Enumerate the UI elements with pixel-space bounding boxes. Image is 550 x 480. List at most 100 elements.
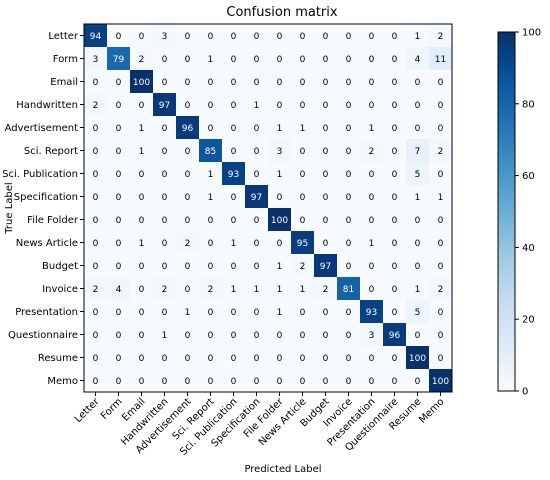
- heatmap-cell: [429, 231, 452, 254]
- colorbar-tick-label: 80: [522, 99, 535, 110]
- cell-value-label: 0: [231, 78, 237, 88]
- cell-value-label: 0: [277, 32, 283, 42]
- cell-value-label: 1: [231, 239, 237, 249]
- cell-value-label: 1: [277, 170, 283, 180]
- heatmap-cell: [199, 116, 222, 139]
- heatmap-cell: [268, 277, 291, 300]
- heatmap-cell: [314, 254, 337, 277]
- cell-value-label: 2: [300, 262, 306, 272]
- cell-value-label: 0: [231, 101, 237, 111]
- cell-value-label: 0: [277, 101, 283, 111]
- y-tick-label: Advertisement: [5, 123, 78, 134]
- cell-value-label: 0: [116, 124, 122, 134]
- heatmap-cell: [176, 162, 199, 185]
- cell-value-label: 0: [300, 78, 306, 88]
- cell-value-label: 81: [343, 285, 354, 295]
- cell-value-label: 0: [139, 331, 145, 341]
- heatmap-cell: [383, 70, 406, 93]
- cell-value-label: 0: [208, 331, 214, 341]
- heatmap-cell: [314, 185, 337, 208]
- cell-value-label: 97: [159, 101, 170, 111]
- cell-value-label: 0: [415, 239, 421, 249]
- heatmap-cell: [406, 24, 429, 47]
- heatmap-cell: [176, 369, 199, 392]
- heatmap-cell: [383, 231, 406, 254]
- heatmap-cell: [429, 70, 452, 93]
- heatmap-cell: [84, 70, 107, 93]
- heatmap-cell: [337, 300, 360, 323]
- cell-value-label: 0: [346, 32, 352, 42]
- cell-value-label: 0: [438, 354, 444, 364]
- heatmap-cell: [130, 139, 153, 162]
- cell-value-label: 0: [392, 239, 398, 249]
- heatmap-cell: [199, 369, 222, 392]
- heatmap-cell: [360, 116, 383, 139]
- cell-value-label: 0: [323, 124, 329, 134]
- heatmap-cell: [360, 277, 383, 300]
- cell-value-label: 4: [116, 285, 122, 295]
- heatmap-cell: [268, 116, 291, 139]
- heatmap-cell: [314, 208, 337, 231]
- cell-value-label: 0: [392, 78, 398, 88]
- cell-value-label: 2: [93, 101, 99, 111]
- heatmap-cell: [360, 162, 383, 185]
- cell-value-label: 2: [438, 285, 444, 295]
- heatmap-cell: [337, 254, 360, 277]
- cell-value-label: 0: [116, 101, 122, 111]
- heatmap-cell: [222, 93, 245, 116]
- x-tick-label: Memo: [417, 396, 446, 425]
- cell-value-label: 0: [300, 170, 306, 180]
- cell-value-label: 0: [116, 193, 122, 203]
- heatmap-cell: [107, 323, 130, 346]
- heatmap-cell: [429, 208, 452, 231]
- heatmap-cell: [176, 47, 199, 70]
- cell-value-label: 0: [300, 147, 306, 157]
- cell-value-label: 0: [139, 170, 145, 180]
- cell-value-label: 0: [139, 101, 145, 111]
- cell-value-label: 0: [139, 308, 145, 318]
- cell-value-label: 1: [162, 331, 168, 341]
- cell-value-label: 1: [369, 239, 375, 249]
- heatmap-cell: [130, 47, 153, 70]
- x-tick-labels: LetterFormEmailHandwrittenAdvertisementS…: [73, 392, 447, 458]
- heatmap-cell: [84, 162, 107, 185]
- heatmap-cell: [429, 93, 452, 116]
- heatmap-cell: [268, 70, 291, 93]
- cell-value-label: 0: [139, 193, 145, 203]
- heatmap-cell: [360, 185, 383, 208]
- heatmap-cell: [222, 47, 245, 70]
- cell-value-label: 0: [162, 55, 168, 65]
- cell-value-label: 3: [162, 32, 168, 42]
- cell-value-label: 0: [323, 170, 329, 180]
- cell-value-label: 0: [162, 377, 168, 387]
- heatmap-cell: [268, 369, 291, 392]
- heatmap-cell: [360, 47, 383, 70]
- heatmap-cell: [153, 346, 176, 369]
- cell-value-label: 1: [254, 285, 260, 295]
- heatmap-cell: [383, 93, 406, 116]
- heatmap-cell: [245, 93, 268, 116]
- heatmap-cell: [130, 277, 153, 300]
- cell-value-label: 0: [139, 354, 145, 364]
- heatmap-cell: [268, 139, 291, 162]
- heatmap-cell: [314, 116, 337, 139]
- heatmap-cell: [245, 346, 268, 369]
- cell-value-label: 0: [415, 262, 421, 272]
- heatmap-cell: [360, 300, 383, 323]
- heatmap-cell: [268, 208, 291, 231]
- heatmap-cell: [337, 93, 360, 116]
- heatmap-cell: [153, 139, 176, 162]
- cell-value-label: 0: [185, 331, 191, 341]
- cell-value-label: 0: [346, 239, 352, 249]
- heatmap-cell: [199, 162, 222, 185]
- cell-value-label: 0: [93, 354, 99, 364]
- heatmap-cell: [406, 162, 429, 185]
- heatmap-cell: [130, 300, 153, 323]
- cell-value-label: 1: [277, 308, 283, 318]
- cell-value-label: 1: [254, 101, 260, 111]
- heatmap-cell: [130, 369, 153, 392]
- cell-value-label: 0: [231, 193, 237, 203]
- heatmap-cell: [383, 369, 406, 392]
- heatmap-cell: [291, 369, 314, 392]
- heatmap-cell: [130, 70, 153, 93]
